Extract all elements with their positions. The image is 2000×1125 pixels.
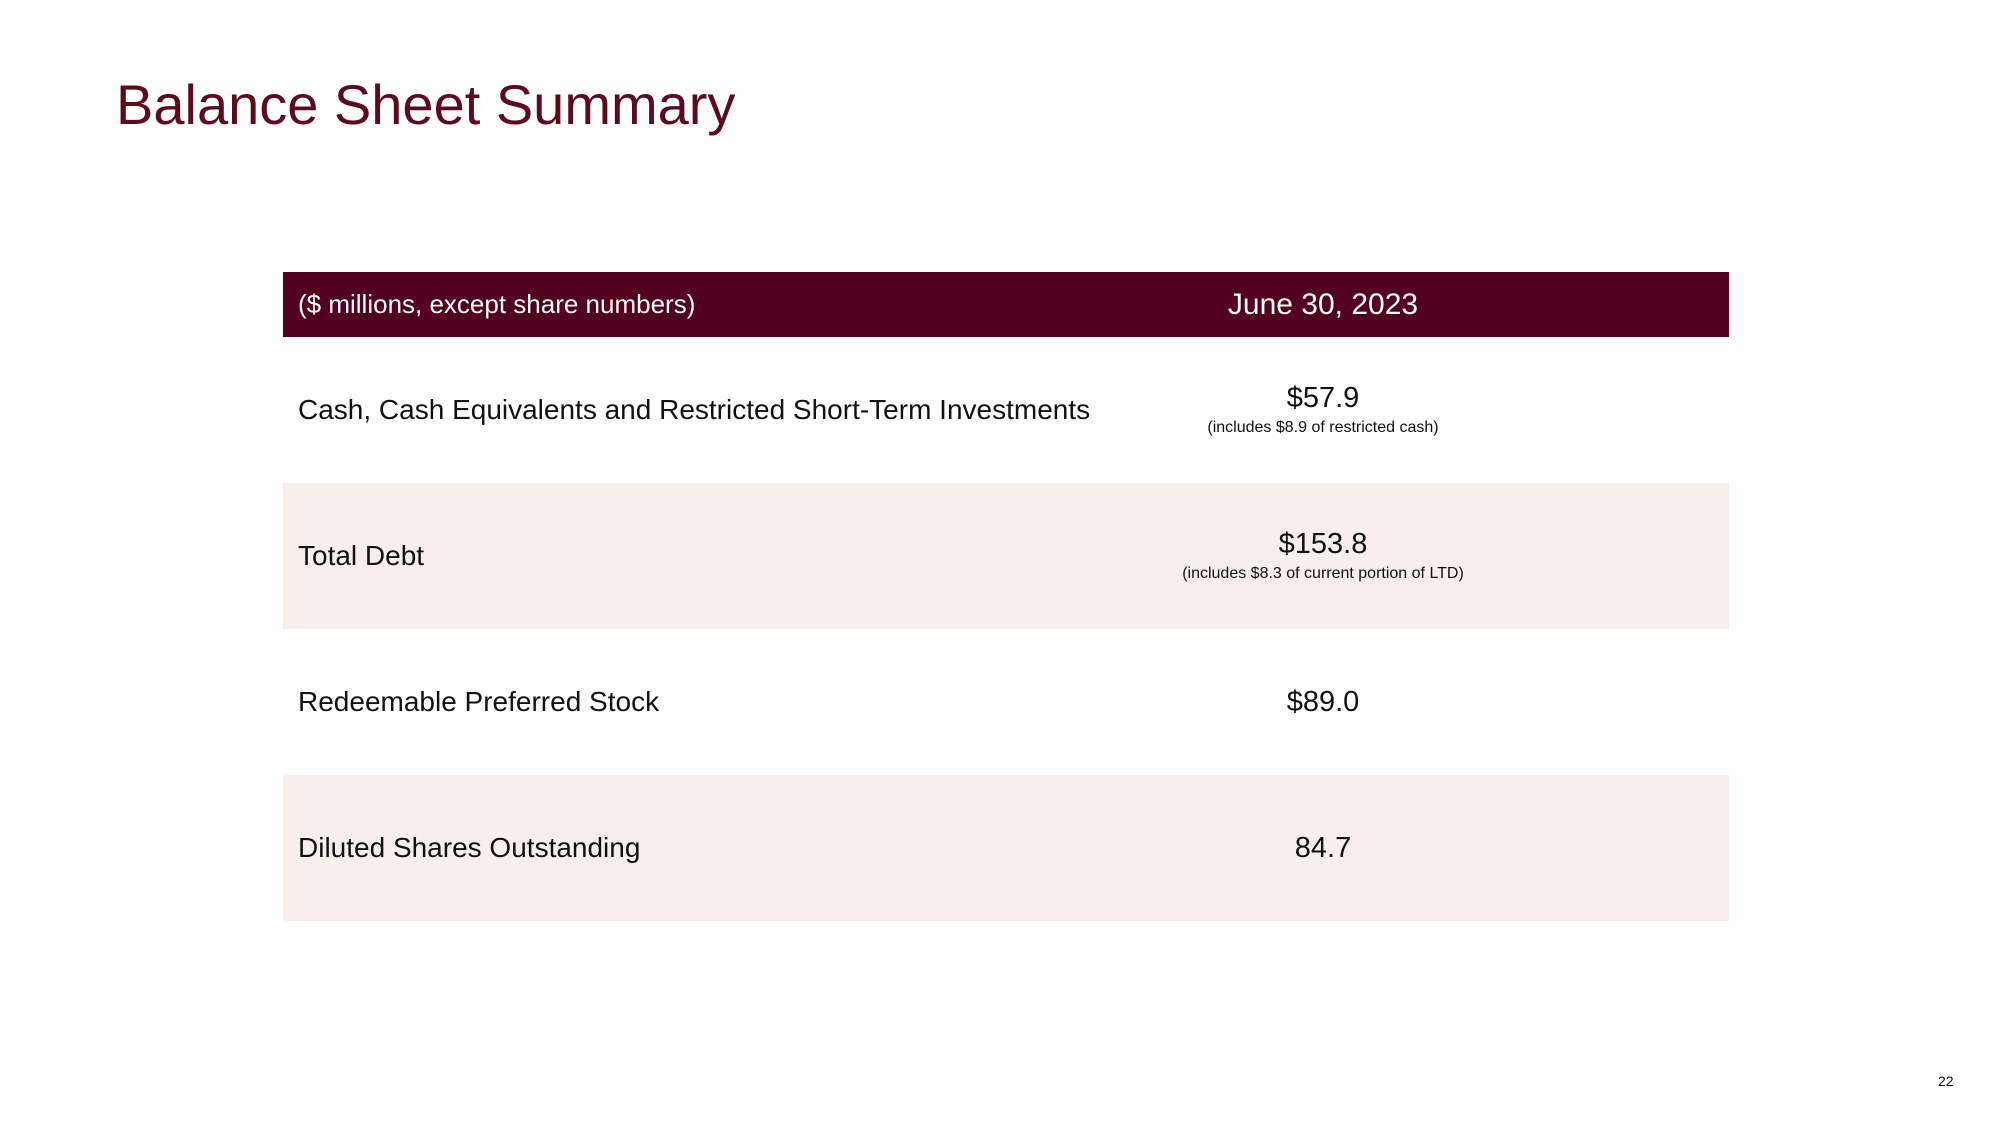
row-note: (includes $8.3 of current portion of LTD… [1182,565,1464,582]
row-value: 84.7 [1294,832,1352,864]
row-label: Diluted Shares Outstanding [298,832,641,863]
table-row-cash: Cash, Cash Equivalents and Restricted Sh… [283,337,1729,483]
value-cell: $57.9 (includes $8.9 of restricted cash) [1173,381,1473,439]
table-row-total-debt: Total Debt $153.8 (includes $8.3 of curr… [283,483,1729,629]
table-row-preferred-stock: Redeemable Preferred Stock $89.0 [283,629,1729,775]
row-value: $57.9 [1286,382,1360,414]
row-label: Redeemable Preferred Stock [298,686,660,717]
balance-sheet-table: ($ millions, except share numbers) June … [283,272,1729,921]
row-value: $153.8 [1278,528,1368,560]
value-cell: 84.7 [1173,831,1473,865]
row-value: $89.0 [1286,686,1360,718]
page-number: 22 [1938,1073,1954,1089]
row-label: Total Debt [298,540,425,571]
table-row-diluted-shares: Diluted Shares Outstanding 84.7 [283,775,1729,921]
value-cell: $153.8 (includes $8.3 of current portion… [1173,527,1473,585]
header-units-label: ($ millions, except share numbers) [298,289,696,319]
value-cell: $89.0 [1173,685,1473,719]
table-header: ($ millions, except share numbers) June … [283,272,1729,337]
header-date: June 30, 2023 [1227,287,1419,321]
row-note: (includes $8.9 of restricted cash) [1207,419,1439,436]
page-title: Balance Sheet Summary [116,73,736,136]
row-label: Cash, Cash Equivalents and Restricted Sh… [298,394,1091,425]
